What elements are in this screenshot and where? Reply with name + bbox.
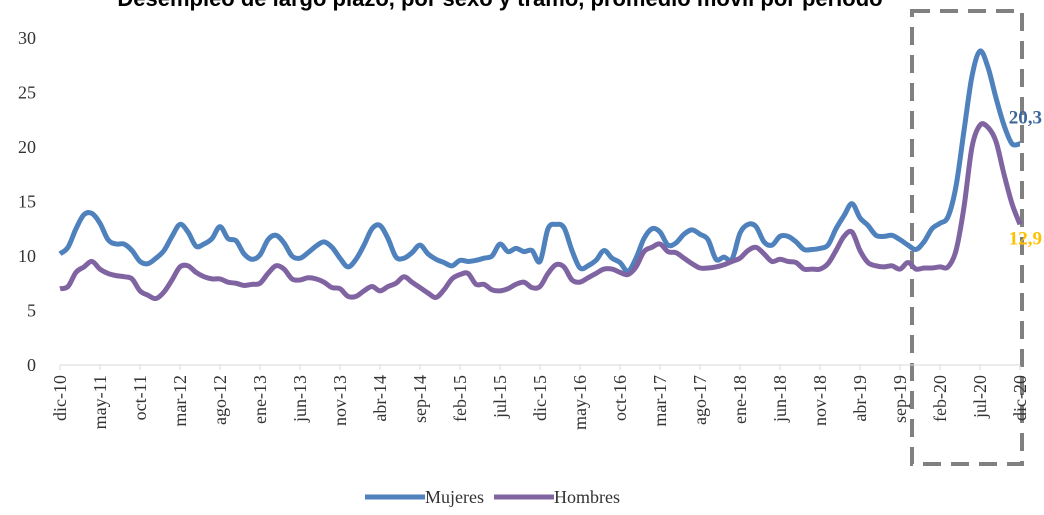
x-tick-label: sep-14 bbox=[410, 375, 430, 423]
x-tick-label: jul-15 bbox=[490, 375, 510, 419]
x-tick-label: oct-16 bbox=[610, 375, 630, 421]
y-tick-label: 20 bbox=[18, 137, 36, 157]
x-tick-label: ago-17 bbox=[690, 375, 710, 425]
legend-label: Hombres bbox=[554, 487, 620, 507]
x-tick-label: feb-20 bbox=[930, 375, 950, 422]
y-tick-label: 25 bbox=[18, 83, 36, 103]
legend-label: Mujeres bbox=[425, 487, 484, 507]
data-label: 20,3 bbox=[1009, 108, 1042, 129]
highlight-box bbox=[910, 9, 1024, 466]
data-label: 12,9 bbox=[1009, 228, 1042, 249]
x-tick-label: may-16 bbox=[570, 375, 590, 430]
x-tick-label: jun-18 bbox=[770, 375, 790, 423]
x-tick-label: ago-12 bbox=[210, 375, 230, 425]
y-tick-label: 0 bbox=[27, 355, 36, 375]
x-tick-label: nov-18 bbox=[810, 375, 830, 426]
x-tick-label: dic-10 bbox=[50, 375, 70, 421]
x-tick-label: oct-11 bbox=[130, 375, 150, 420]
y-tick-label: 10 bbox=[18, 246, 36, 266]
x-tick-label: sep-19 bbox=[890, 375, 910, 423]
y-tick-label: 30 bbox=[18, 28, 36, 48]
x-tick-label: dic-15 bbox=[530, 375, 550, 421]
series-line bbox=[58, 48, 1021, 274]
x-tick-label: may-11 bbox=[90, 375, 110, 429]
y-tick-label: 15 bbox=[18, 192, 36, 212]
y-tick-label: 5 bbox=[27, 301, 36, 321]
x-tick-label: nov-13 bbox=[330, 375, 350, 426]
x-tick-label: feb-15 bbox=[450, 375, 470, 422]
x-tick-label: dic-20 bbox=[1010, 375, 1030, 421]
x-tick-label: ene-18 bbox=[730, 375, 750, 424]
x-tick-label: jun-13 bbox=[290, 375, 310, 423]
series-line bbox=[59, 121, 1023, 302]
x-tick-label: jul-20 bbox=[970, 375, 990, 419]
x-tick-label: mar-17 bbox=[650, 375, 670, 427]
x-tick-label: abr-14 bbox=[370, 375, 390, 422]
x-tick-label: ene-13 bbox=[250, 375, 270, 424]
x-tick-label: mar-12 bbox=[170, 375, 190, 427]
x-tick-label: abr-19 bbox=[850, 375, 870, 422]
chart-title: Desempleo de largo plazo, por sexo y tra… bbox=[117, 0, 882, 11]
